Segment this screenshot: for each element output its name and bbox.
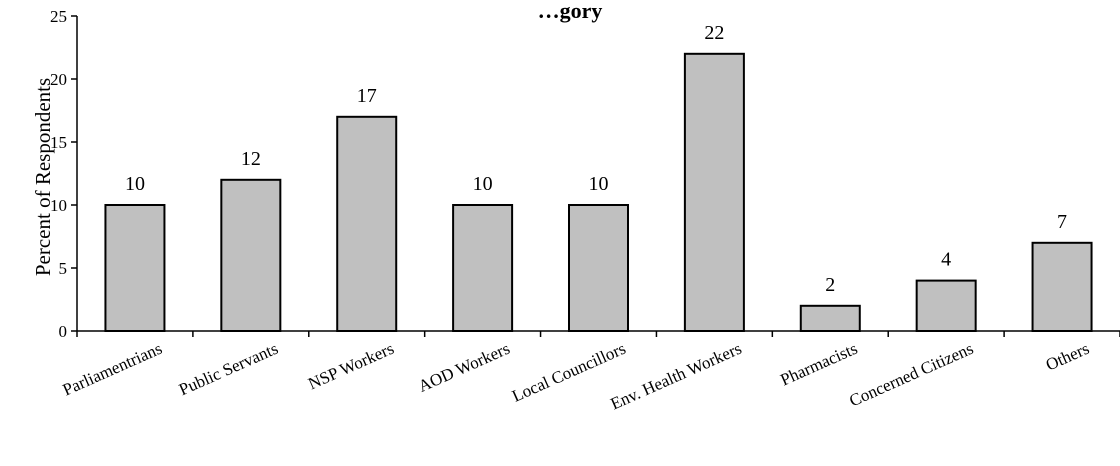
bar-3: [452, 204, 514, 332]
data-label-1: 12: [241, 148, 261, 170]
data-label-7: 4: [941, 249, 951, 271]
category-label-6: Pharmacists: [778, 339, 861, 390]
category-label-0: Parliamentrians: [60, 339, 165, 400]
data-label-3: 10: [473, 173, 493, 195]
category-label-8: Others: [1043, 339, 1092, 375]
data-label-8: 7: [1057, 211, 1067, 233]
data-label-4: 10: [589, 173, 609, 195]
category-label-3: AOD Workers: [415, 339, 512, 396]
data-label-6: 2: [825, 274, 835, 296]
plot-area: 0 5 10 15 20 25 10 Parliamentrians 12 Public Serv…: [50, 7, 1120, 414]
bar-2: [336, 115, 398, 332]
chart-title: …gory: [538, 0, 603, 23]
data-label-2: 17: [357, 85, 377, 107]
y-tick-label: 0: [59, 322, 68, 341]
y-tick-label: 5: [59, 259, 68, 278]
y-tick-label: 25: [50, 7, 67, 26]
y-tick-label: 20: [50, 70, 67, 89]
bar-4: [568, 204, 629, 332]
data-label-5: 22: [704, 22, 724, 44]
category-label-7: Concerned Citizens: [846, 339, 976, 411]
bar-8: [1031, 241, 1093, 332]
bar-7: [915, 279, 977, 333]
y-tick-label: 15: [50, 133, 67, 152]
data-label-0: 10: [125, 173, 145, 195]
category-label-2: NSP Workers: [305, 339, 396, 394]
bar-5: [683, 52, 745, 333]
y-axis-title: Percent of Respondents: [31, 78, 55, 276]
category-label-5: Env. Health Workers: [608, 339, 745, 414]
bar-1: [220, 178, 282, 332]
bar-6: [799, 304, 861, 332]
category-label-1: Public Servants: [176, 339, 281, 400]
bar-0: [104, 204, 166, 332]
y-tick-label: 10: [50, 196, 67, 215]
